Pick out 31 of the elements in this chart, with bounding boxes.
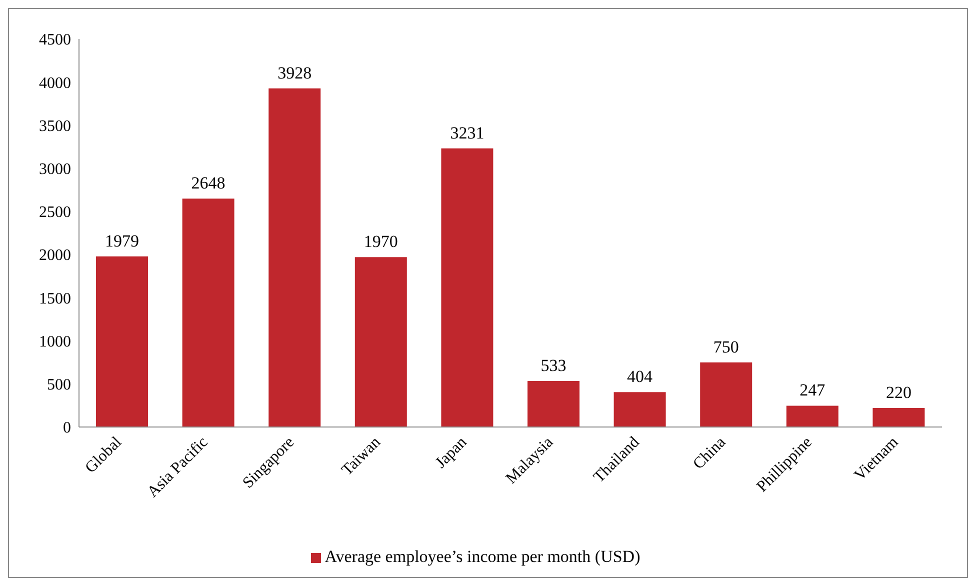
y-tick-label: 1500 (39, 290, 71, 308)
data-label: 1970 (364, 232, 398, 252)
bar (441, 148, 494, 427)
bar (354, 257, 407, 427)
bar (614, 392, 666, 427)
bar (700, 362, 752, 427)
y-tick-label: 4500 (39, 32, 71, 49)
bar (182, 198, 234, 427)
y-tick-label: 0 (63, 420, 71, 437)
y-tick-label: 2500 (39, 204, 71, 222)
data-label: 404 (627, 367, 654, 386)
data-label: 220 (886, 383, 912, 402)
y-tick-label: 2000 (39, 247, 71, 264)
data-label: 1979 (105, 231, 139, 250)
bar (872, 408, 925, 427)
data-label: 2648 (191, 174, 226, 193)
data-label: 3928 (278, 63, 312, 82)
data-label: 247 (800, 380, 826, 400)
data-label: 750 (713, 337, 739, 356)
y-tick-label: 3000 (39, 161, 71, 178)
y-tick-label: 1000 (39, 333, 71, 350)
data-label: 533 (540, 356, 566, 376)
y-tick-label: 3500 (39, 118, 71, 135)
y-tick-label: 500 (47, 376, 71, 394)
bar (528, 381, 580, 427)
bar (96, 256, 148, 427)
bar (268, 88, 321, 427)
bar (786, 406, 838, 427)
data-label: 3231 (450, 123, 484, 142)
legend-label: Average employee’s income per month (USD) (324, 547, 640, 566)
y-tick-label: 4000 (39, 74, 71, 92)
